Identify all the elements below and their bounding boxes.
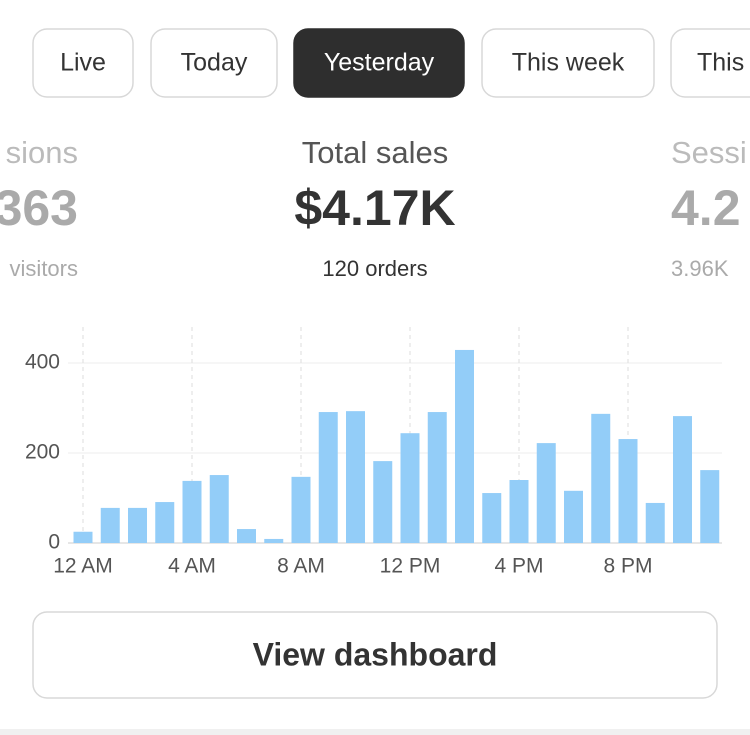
x-tick-label: 4 PM <box>494 555 543 578</box>
tab[interactable] <box>670 28 750 98</box>
stat-subtitle: 3.96K <box>671 256 729 281</box>
tab[interactable] <box>150 28 278 98</box>
bar <box>509 480 529 543</box>
bar <box>400 433 420 543</box>
bar <box>700 470 720 543</box>
button-label: View dashboard <box>253 636 498 672</box>
stat-value: 363 <box>0 180 78 236</box>
stat-title: Total sales <box>302 135 448 170</box>
x-tick-label: 8 PM <box>603 555 652 578</box>
x-tick-label: 12 PM <box>380 555 441 578</box>
bar <box>209 475 229 543</box>
bar <box>536 443 556 543</box>
bar <box>318 412 338 543</box>
x-tick-label: 12 AM <box>53 555 113 578</box>
tab[interactable] <box>32 28 134 98</box>
bar <box>673 416 692 543</box>
bar <box>155 502 175 543</box>
bar <box>482 493 502 543</box>
y-tick-label: 400 <box>25 351 60 374</box>
stat-subtitle: visitors <box>10 256 78 281</box>
x-tick-label: 4 AM <box>168 555 216 578</box>
bar <box>564 490 583 543</box>
stat-value: 4.2 <box>671 180 741 236</box>
bar <box>73 531 93 543</box>
tab-label: This <box>697 49 744 77</box>
bar <box>645 502 665 543</box>
bar <box>618 439 638 543</box>
tab[interactable] <box>481 28 655 98</box>
bar <box>182 480 202 543</box>
stat-title: sions <box>6 135 78 170</box>
bar <box>100 507 120 543</box>
tab-label: Yesterday <box>324 49 435 77</box>
stat-value: $4.17K <box>294 180 455 236</box>
bar <box>455 349 474 543</box>
tab-label: Live <box>60 49 106 77</box>
stat-subtitle: 120 orders <box>322 256 427 281</box>
bar <box>591 413 611 543</box>
y-tick-label: 0 <box>48 531 60 554</box>
bar <box>264 538 284 543</box>
bar <box>291 476 311 543</box>
bar <box>128 507 147 543</box>
bar <box>427 412 447 543</box>
bar <box>346 411 365 543</box>
tab-label: Today <box>181 49 248 77</box>
stat-title: Sessi <box>671 135 747 170</box>
bottom-divider <box>0 729 750 735</box>
tab[interactable] <box>293 28 465 98</box>
tab-label: This week <box>512 49 625 77</box>
x-tick-label: 8 AM <box>277 555 325 578</box>
y-tick-label: 200 <box>25 441 60 464</box>
bar <box>373 461 393 543</box>
dashboard-button[interactable] <box>32 611 718 699</box>
bar <box>237 529 256 543</box>
